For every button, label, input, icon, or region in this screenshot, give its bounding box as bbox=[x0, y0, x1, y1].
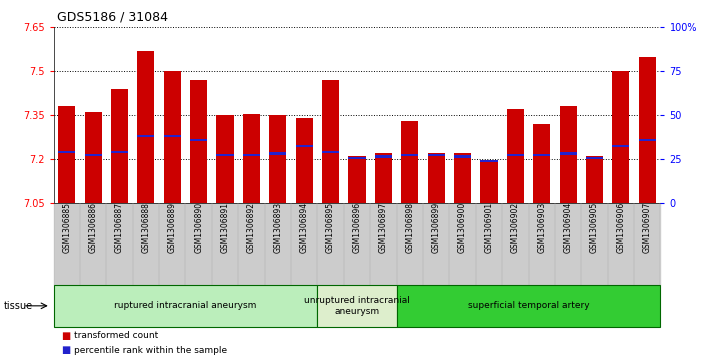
Bar bbox=[216, 115, 233, 203]
Bar bbox=[639, 57, 656, 203]
Bar bbox=[348, 156, 366, 203]
Text: transformed count: transformed count bbox=[74, 331, 158, 340]
Bar bbox=[401, 121, 418, 203]
Bar bbox=[58, 106, 75, 203]
Text: GDS5186 / 31084: GDS5186 / 31084 bbox=[57, 11, 168, 24]
Bar bbox=[348, 156, 366, 159]
Text: ■: ■ bbox=[61, 331, 70, 341]
Bar bbox=[533, 124, 550, 203]
Text: unruptured intracranial
aneurysm: unruptured intracranial aneurysm bbox=[304, 296, 410, 315]
Bar bbox=[243, 114, 260, 203]
Bar bbox=[111, 151, 128, 153]
Bar bbox=[481, 160, 498, 162]
Text: percentile rank within the sample: percentile rank within the sample bbox=[74, 346, 226, 355]
Bar bbox=[428, 154, 445, 203]
Bar bbox=[84, 154, 101, 156]
Bar bbox=[322, 80, 339, 203]
Bar bbox=[58, 151, 75, 153]
Bar bbox=[322, 151, 339, 153]
Bar bbox=[560, 152, 577, 155]
Bar bbox=[428, 154, 445, 156]
Text: superficial temporal artery: superficial temporal artery bbox=[468, 301, 589, 310]
Bar bbox=[111, 89, 128, 203]
Bar bbox=[401, 154, 418, 156]
Bar bbox=[137, 135, 154, 137]
Text: ruptured intracranial aneurysm: ruptured intracranial aneurysm bbox=[114, 301, 256, 310]
Bar bbox=[586, 156, 603, 159]
Bar bbox=[560, 106, 577, 203]
Bar bbox=[190, 80, 207, 203]
Bar bbox=[613, 71, 630, 203]
Bar bbox=[586, 156, 603, 203]
Bar bbox=[190, 139, 207, 141]
Bar bbox=[454, 154, 471, 203]
Bar bbox=[164, 135, 181, 137]
Bar bbox=[454, 155, 471, 158]
Bar bbox=[639, 139, 656, 141]
Bar bbox=[613, 145, 630, 147]
Bar bbox=[533, 154, 550, 156]
Bar bbox=[481, 162, 498, 203]
Bar bbox=[164, 71, 181, 203]
Bar bbox=[243, 154, 260, 156]
Text: ■: ■ bbox=[61, 345, 70, 355]
Bar bbox=[296, 145, 313, 147]
Bar bbox=[375, 155, 392, 158]
Bar bbox=[375, 154, 392, 203]
Bar bbox=[507, 154, 524, 156]
Bar bbox=[296, 118, 313, 203]
Text: tissue: tissue bbox=[4, 301, 33, 311]
Bar bbox=[216, 154, 233, 156]
Bar bbox=[269, 115, 286, 203]
Bar bbox=[84, 112, 101, 203]
Bar bbox=[507, 109, 524, 203]
Bar bbox=[269, 152, 286, 155]
Bar bbox=[137, 51, 154, 203]
